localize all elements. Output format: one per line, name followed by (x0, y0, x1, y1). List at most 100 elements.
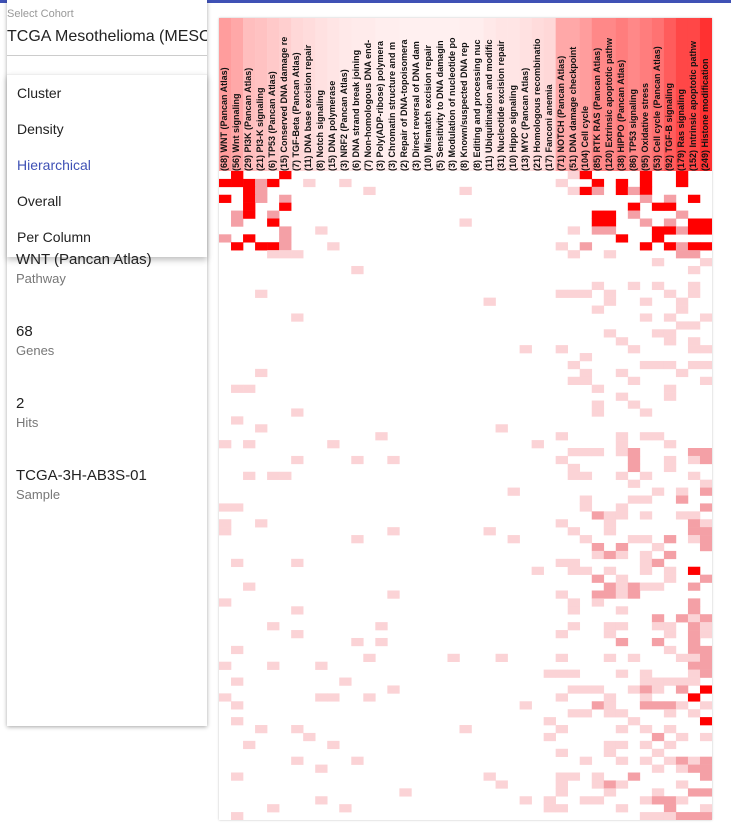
heatmap-cell[interactable] (675, 677, 689, 686)
heatmap-cell[interactable] (615, 234, 629, 243)
heatmap-cell[interactable] (603, 780, 617, 789)
heatmap-cell[interactable] (555, 178, 568, 188)
heatmap-cell[interactable] (567, 250, 581, 259)
heatmap-cell[interactable] (615, 337, 629, 346)
heatmap-cell[interactable] (567, 376, 581, 385)
heatmap-cell[interactable] (567, 772, 581, 781)
heatmap-cell[interactable] (459, 218, 472, 227)
heatmap-cell[interactable] (495, 780, 508, 789)
heatmap-cell[interactable] (243, 202, 256, 211)
heatmap-cell[interactable] (459, 186, 472, 196)
heatmap-cell[interactable] (279, 242, 292, 251)
heatmap-cell[interactable] (687, 337, 701, 346)
heatmap-cell[interactable] (579, 495, 593, 504)
column-label[interactable]: (21) Homologous recombinatio (531, 38, 542, 171)
menu-item-density[interactable]: Density (17, 121, 64, 137)
heatmap-cell[interactable] (591, 780, 605, 789)
heatmap-cell[interactable] (687, 360, 701, 370)
heatmap-cell[interactable] (591, 796, 605, 805)
cohort-select-value[interactable]: TCGA Mesothelioma (MESO) (7, 28, 207, 45)
heatmap-cell[interactable] (291, 250, 304, 259)
heatmap-cell[interactable] (675, 242, 689, 251)
heatmap-cell[interactable] (687, 471, 701, 480)
column-label[interactable]: (29) PI3K (Pancan Atlas) (243, 67, 254, 171)
column-label[interactable]: (11) Ubiquitination and modific (483, 39, 494, 172)
heatmap-cell[interactable] (639, 360, 653, 370)
heatmap-cell[interactable] (351, 637, 364, 647)
column-label[interactable]: (31) Nucleotide excision repair (495, 40, 506, 171)
heatmap-cell[interactable] (687, 455, 701, 465)
heatmap-cell[interactable] (291, 558, 304, 568)
menu-item-hierarchical[interactable]: Hierarchical (17, 157, 91, 173)
heatmap-cell[interactable] (687, 281, 701, 291)
column-label[interactable]: (104) Cell cycle (579, 105, 590, 171)
heatmap-cell[interactable] (567, 566, 581, 575)
column-label[interactable]: (56) Wnt signaling (231, 93, 242, 172)
heatmap-cell[interactable] (579, 242, 593, 251)
heatmap-cell[interactable] (231, 171, 244, 180)
heatmap-cell[interactable] (675, 178, 689, 188)
heatmap-cell[interactable] (663, 756, 677, 765)
heatmap-cell[interactable] (675, 614, 689, 623)
heatmap-cell[interactable] (687, 788, 701, 797)
heatmap-cell[interactable] (651, 542, 665, 552)
heatmap-cell[interactable] (627, 455, 641, 465)
heatmap-cell[interactable] (555, 693, 568, 702)
heatmap-cell[interactable] (219, 234, 232, 243)
heatmap-cell[interactable] (387, 527, 400, 536)
heatmap-cell[interactable] (627, 479, 641, 488)
heatmap-cell[interactable] (579, 353, 593, 362)
heatmap-cell[interactable] (315, 796, 328, 805)
heatmap-cell[interactable] (255, 194, 268, 203)
heatmap-cell[interactable] (555, 804, 568, 813)
heatmap-cell[interactable] (555, 788, 568, 797)
heatmap-cell[interactable] (639, 171, 653, 180)
heatmap-cell[interactable] (591, 226, 605, 235)
heatmap-cell[interactable] (219, 519, 232, 528)
heatmap-cell[interactable] (675, 685, 689, 694)
heatmap-cell[interactable] (651, 432, 665, 441)
heatmap-cell[interactable] (591, 542, 605, 552)
heatmap-cell[interactable] (279, 226, 292, 235)
heatmap-cell[interactable] (663, 384, 677, 393)
heatmap-cell[interactable] (591, 550, 605, 560)
heatmap-cell[interactable] (663, 535, 677, 544)
heatmap-cell[interactable] (675, 796, 689, 805)
heatmap-cell[interactable] (255, 178, 268, 188)
heatmap-cell[interactable] (243, 186, 256, 196)
heatmap-cell[interactable] (579, 376, 593, 385)
heatmap-cell[interactable] (651, 622, 665, 631)
heatmap-cell[interactable] (327, 242, 340, 251)
heatmap-cell[interactable] (267, 250, 280, 259)
heatmap-cell[interactable] (627, 400, 641, 409)
heatmap-cell[interactable] (651, 637, 665, 647)
heatmap-cell[interactable] (327, 740, 340, 750)
heatmap-cell[interactable] (603, 788, 617, 797)
heatmap-cell[interactable] (219, 527, 232, 536)
column-label[interactable]: (5) Sensitivity to DNA damagin (435, 40, 446, 171)
heatmap-cell[interactable] (687, 764, 701, 773)
heatmap-cell[interactable] (567, 186, 581, 196)
heatmap-cell[interactable] (387, 590, 400, 599)
heatmap-cell[interactable] (231, 503, 244, 512)
heatmap-cell[interactable] (627, 535, 641, 544)
heatmap-cell[interactable] (639, 677, 653, 686)
heatmap-cell[interactable] (675, 297, 689, 306)
heatmap-cell[interactable] (699, 574, 712, 583)
heatmap-cell[interactable] (567, 360, 581, 370)
heatmap-cell[interactable] (615, 725, 629, 734)
heatmap-cell[interactable] (699, 258, 712, 267)
heatmap-cell[interactable] (663, 455, 677, 465)
heatmap-cell[interactable] (375, 637, 388, 647)
heatmap-cell[interactable] (663, 440, 677, 449)
heatmap-cell[interactable] (675, 764, 689, 773)
heatmap-cell[interactable] (687, 637, 701, 647)
column-label[interactable]: (179) Ras signaling (675, 88, 686, 171)
heatmap-cell[interactable] (519, 701, 532, 710)
column-label[interactable]: (120) Extrinsic apoptotic pathw (603, 37, 614, 171)
heatmap-cell[interactable] (651, 748, 665, 757)
heatmap-cell[interactable] (603, 550, 617, 560)
heatmap-cell[interactable] (555, 780, 568, 789)
heatmap-cell[interactable] (687, 242, 701, 251)
heatmap-cell[interactable] (699, 218, 712, 227)
